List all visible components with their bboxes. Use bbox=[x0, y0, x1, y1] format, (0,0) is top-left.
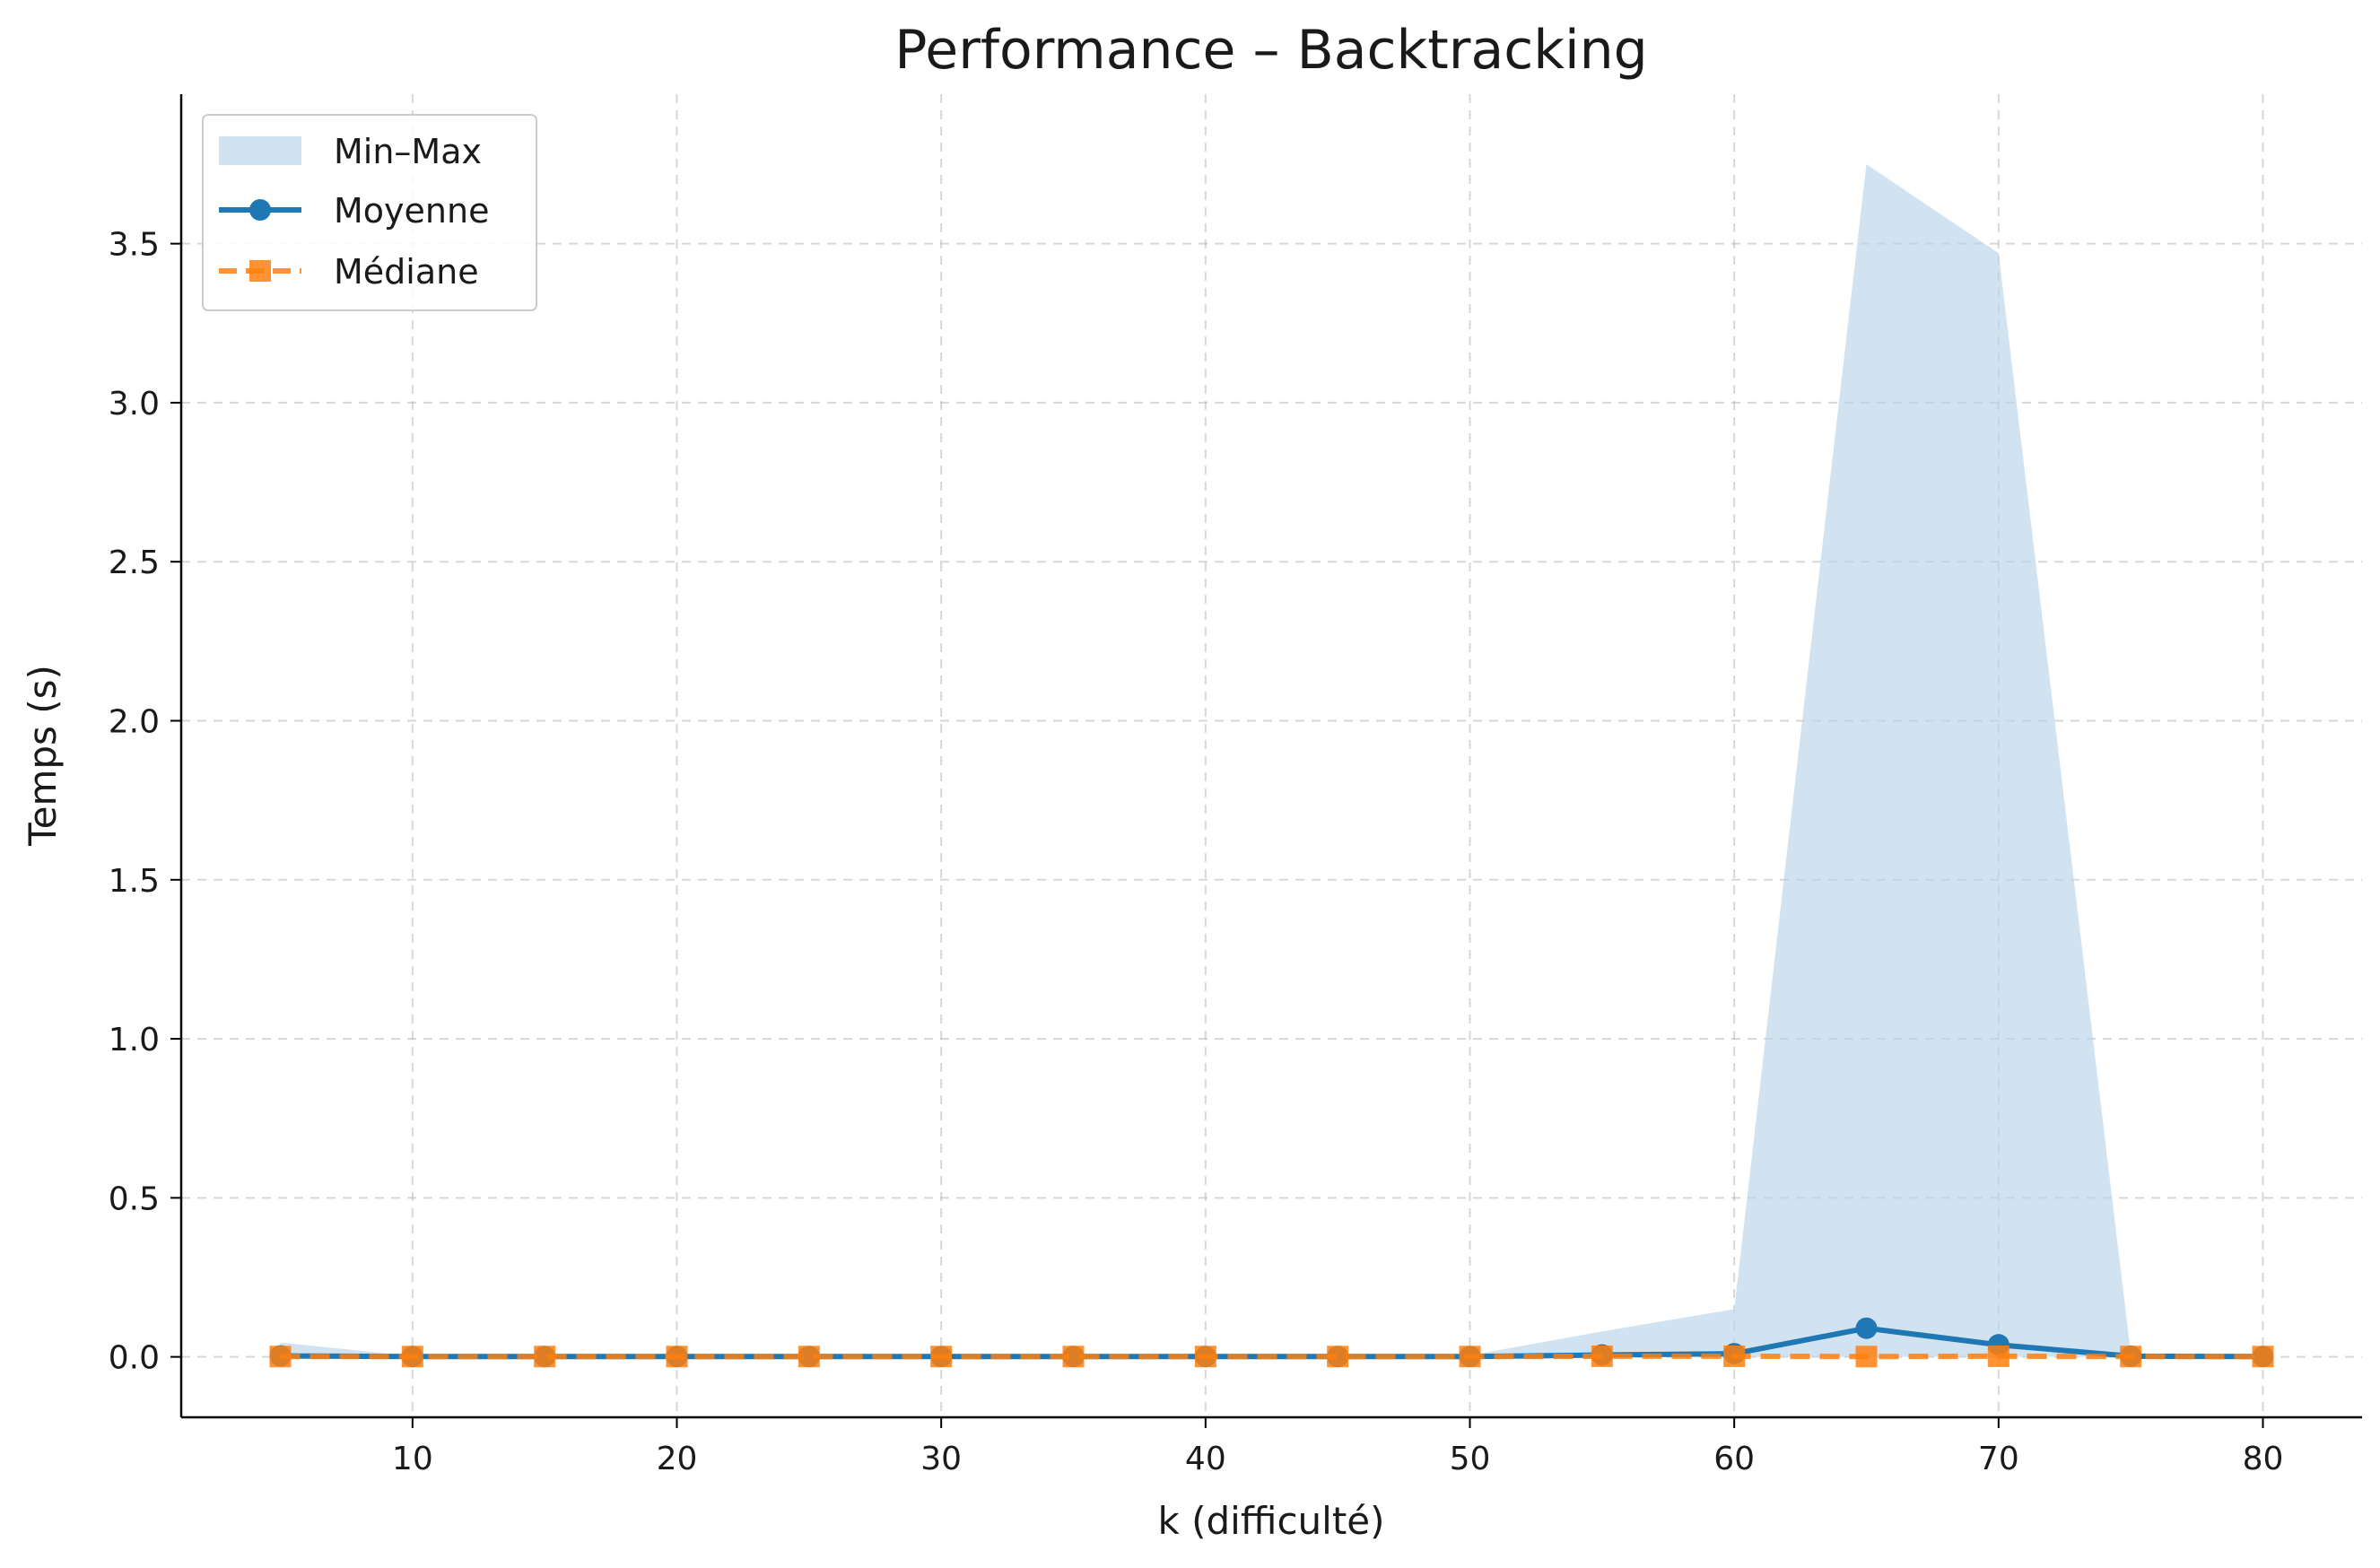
x-tick-label-40: 40 bbox=[1185, 1441, 1226, 1477]
band-area-min-max bbox=[280, 164, 2263, 1357]
point-mediane-55 bbox=[1591, 1345, 1613, 1367]
point-mediane-80 bbox=[2252, 1346, 2274, 1368]
y-tick-label-2.0: 2.0 bbox=[109, 703, 160, 740]
x-tick-label-30: 30 bbox=[920, 1441, 962, 1477]
y-ticks: 0.0 0.5 1.0 1.5 2.0 2.5 3.0 3.5 bbox=[109, 227, 181, 1377]
x-tick-label-10: 10 bbox=[392, 1441, 433, 1477]
legend: Min–Max Moyenne Médiane bbox=[202, 114, 537, 311]
y-tick-label-1.5: 1.5 bbox=[109, 863, 160, 900]
point-mediane-5 bbox=[269, 1346, 292, 1368]
point-mediane-60 bbox=[1723, 1345, 1746, 1367]
point-mediane-10 bbox=[401, 1346, 423, 1368]
legend-marker-moyenne bbox=[249, 199, 271, 221]
y-axis-title: Temps (s) bbox=[21, 665, 65, 847]
x-tick-label-50: 50 bbox=[1450, 1441, 1491, 1477]
legend-label-moyenne: Moyenne bbox=[334, 191, 489, 231]
point-mediane-35 bbox=[1062, 1346, 1085, 1368]
point-mediane-45 bbox=[1327, 1346, 1349, 1368]
y-tick-label-0.0: 0.0 bbox=[109, 1340, 160, 1377]
point-mediane-70 bbox=[1987, 1345, 2009, 1367]
y-tick-label-2.5: 2.5 bbox=[109, 544, 160, 581]
legend-band-swatch bbox=[219, 136, 301, 165]
point-mediane-50 bbox=[1459, 1346, 1481, 1368]
series-layer bbox=[269, 1317, 2274, 1368]
legend-label-min-max: Min–Max bbox=[334, 132, 482, 171]
point-mediane-75 bbox=[2120, 1346, 2142, 1368]
point-mediane-30 bbox=[930, 1346, 953, 1368]
point-moyenne-65 bbox=[1855, 1317, 1878, 1339]
y-tick-label-3.5: 3.5 bbox=[109, 227, 160, 264]
y-tick-label-1.0: 1.0 bbox=[109, 1022, 160, 1058]
chart-title: Performance – Backtracking bbox=[894, 19, 1648, 82]
x-tick-label-20: 20 bbox=[657, 1441, 698, 1477]
point-mediane-20 bbox=[666, 1346, 688, 1368]
x-ticks: 10 20 30 40 50 60 70 80 bbox=[392, 1417, 2283, 1477]
point-mediane-15 bbox=[534, 1346, 556, 1368]
legend-marker-mediane bbox=[249, 260, 271, 282]
x-tick-label-80: 80 bbox=[2243, 1441, 2284, 1477]
y-tick-label-0.5: 0.5 bbox=[109, 1180, 160, 1217]
y-tick-label-3.0: 3.0 bbox=[109, 386, 160, 422]
point-mediane-65 bbox=[1855, 1346, 1878, 1368]
x-tick-label-70: 70 bbox=[1978, 1441, 2019, 1477]
legend-label-mediane: Médiane bbox=[334, 252, 479, 292]
point-mediane-25 bbox=[798, 1346, 820, 1368]
point-mediane-40 bbox=[1194, 1346, 1216, 1368]
x-axis-title: k (difficulté) bbox=[1157, 1499, 1384, 1543]
min-max-band bbox=[280, 164, 2263, 1357]
x-tick-label-60: 60 bbox=[1713, 1441, 1755, 1477]
